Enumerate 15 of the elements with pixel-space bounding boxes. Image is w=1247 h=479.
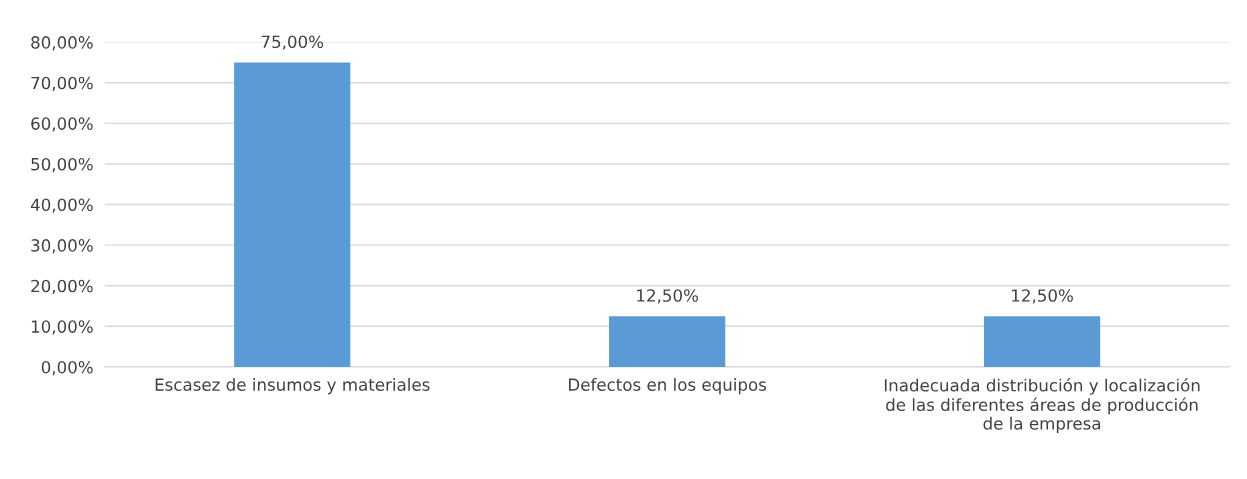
data-label: 12,50% <box>637 289 698 304</box>
y-tick-label: 0,00% <box>41 360 93 376</box>
y-tick-label: 30,00% <box>31 239 93 254</box>
y-tick-label: 20,00% <box>31 279 93 294</box>
y-tick-label: 70,00% <box>31 76 93 92</box>
data-label: 75,00% <box>261 35 324 50</box>
x-tick-label: Escasez de insumos y materiales <box>155 378 430 395</box>
y-tick-label: 10,00% <box>31 320 93 335</box>
y-tick-label: 50,00% <box>31 157 93 173</box>
x-tick-label: Inadecuada distribución y localización de las diferentes áreas de producción de la empresa <box>884 378 1200 433</box>
y-tick-label: 40,00% <box>30 198 93 213</box>
x-tick-label: Defectos en los equipos <box>569 378 767 395</box>
y-tick-label: 60,00% <box>31 117 93 132</box>
data-label: 12,50% <box>1012 289 1073 304</box>
y-tick-label: 80,00% <box>31 36 93 51</box>
